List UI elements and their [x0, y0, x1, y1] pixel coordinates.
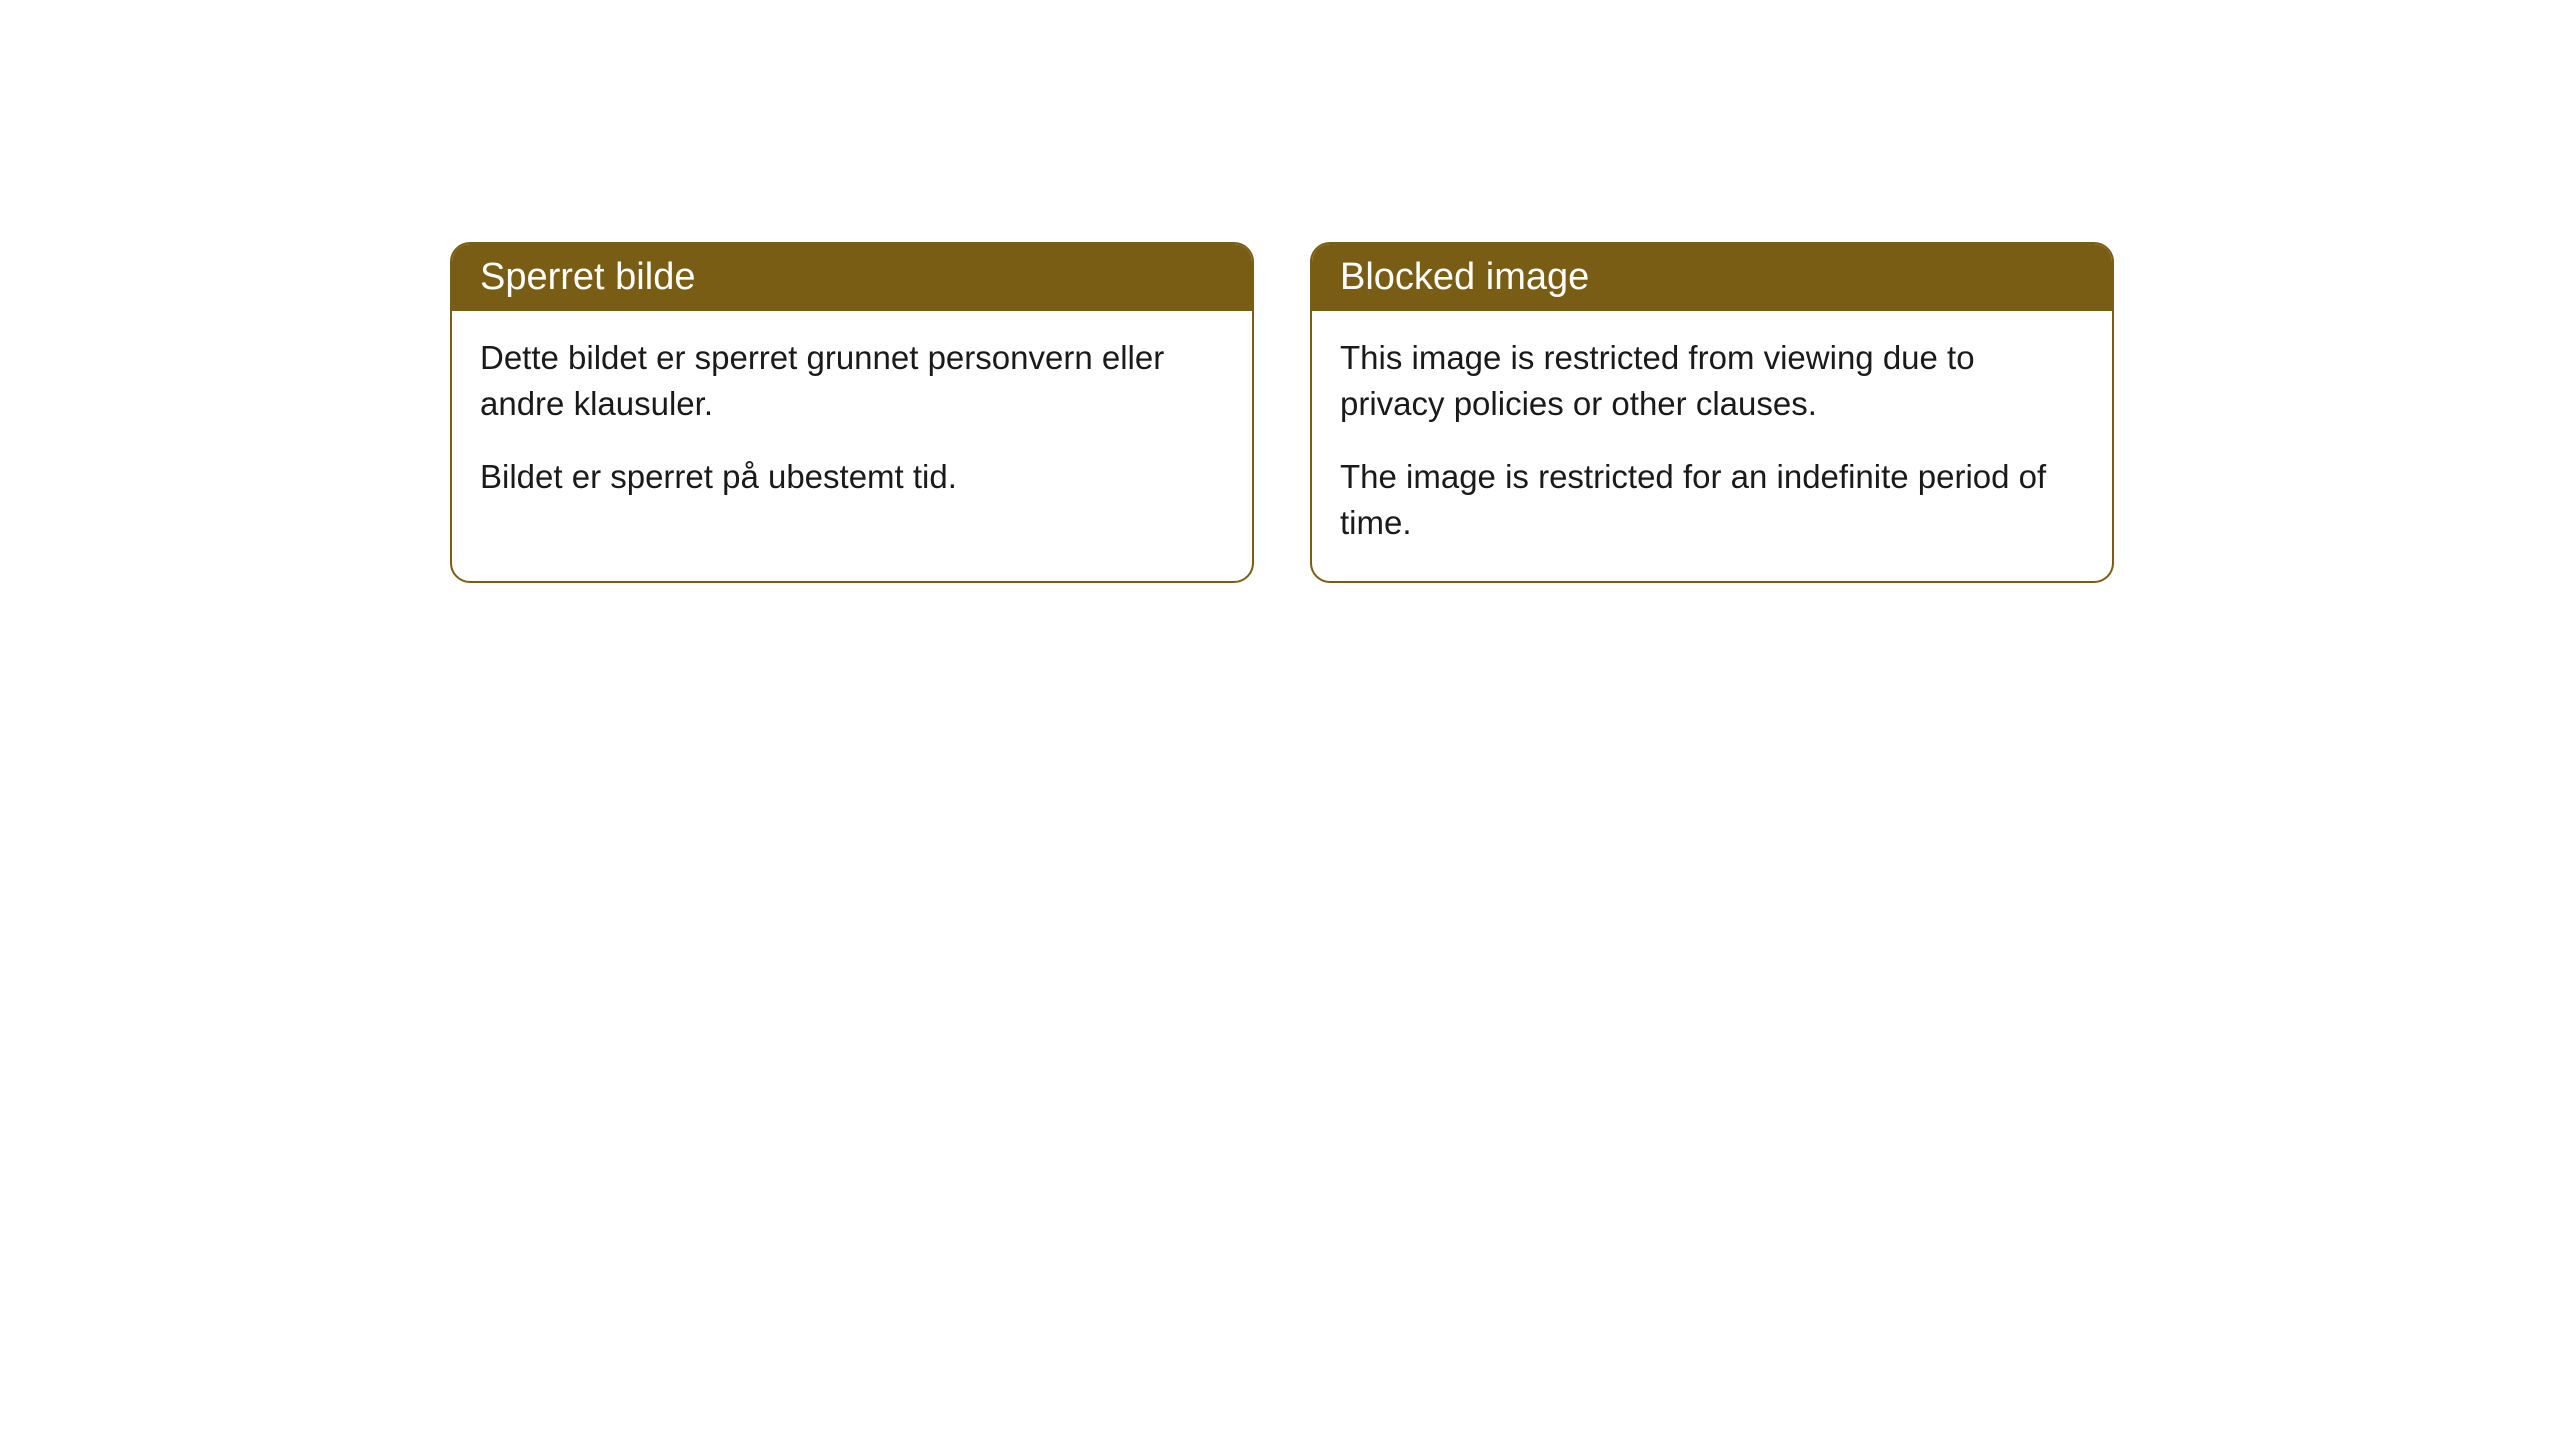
- card-title: Blocked image: [1340, 256, 1589, 298]
- card-paragraph: This image is restricted from viewing du…: [1340, 335, 2084, 426]
- notice-card-norwegian: Sperret bilde Dette bildet er sperret gr…: [450, 242, 1254, 583]
- card-body: Dette bildet er sperret grunnet personve…: [452, 311, 1252, 536]
- notice-cards-container: Sperret bilde Dette bildet er sperret gr…: [450, 242, 2560, 583]
- notice-card-english: Blocked image This image is restricted f…: [1310, 242, 2114, 583]
- card-title: Sperret bilde: [480, 256, 695, 298]
- card-header: Blocked image: [1312, 244, 2112, 311]
- card-paragraph: Dette bildet er sperret grunnet personve…: [480, 335, 1224, 426]
- card-paragraph: The image is restricted for an indefinit…: [1340, 454, 2084, 545]
- card-body: This image is restricted from viewing du…: [1312, 311, 2112, 581]
- card-header: Sperret bilde: [452, 244, 1252, 311]
- card-paragraph: Bildet er sperret på ubestemt tid.: [480, 454, 1224, 500]
